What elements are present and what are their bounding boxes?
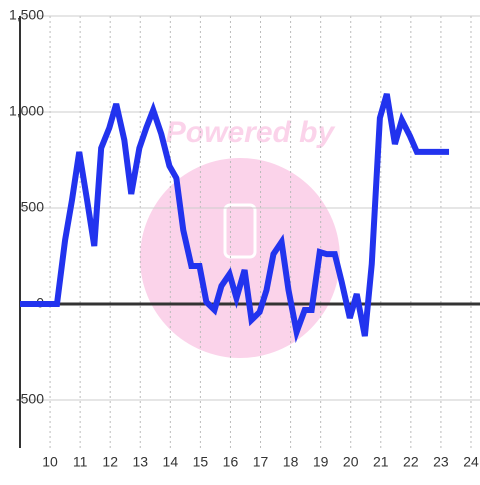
- y-tick-label: -500: [16, 391, 44, 407]
- x-tick-label: 22: [403, 454, 419, 470]
- line: [20, 93, 450, 344]
- watermark-text: Powered by: [166, 116, 336, 149]
- watermark-icon: [223, 203, 257, 259]
- x-tick-label: 17: [253, 454, 269, 470]
- x-tick-label: 12: [102, 454, 118, 470]
- x-tick-label: 16: [223, 454, 239, 470]
- x-tick-label: 15: [193, 454, 209, 470]
- x-tick-label: 11: [73, 454, 88, 470]
- x-tick-label: 24: [463, 454, 479, 470]
- x-tick-label: 18: [283, 454, 299, 470]
- y-tick-label: 500: [21, 199, 45, 215]
- x-tick-label: 14: [163, 454, 179, 470]
- x-tick-label: 23: [433, 454, 449, 470]
- x-tick-label: 21: [373, 454, 389, 470]
- x-tick-label: 13: [132, 454, 148, 470]
- x-tick-label: 20: [343, 454, 359, 470]
- y-tick-label: 1,000: [9, 103, 44, 119]
- x-tick-label: 19: [313, 454, 329, 470]
- y-tick-label: 1,500: [9, 7, 44, 23]
- x-tick-label: 10: [42, 454, 58, 470]
